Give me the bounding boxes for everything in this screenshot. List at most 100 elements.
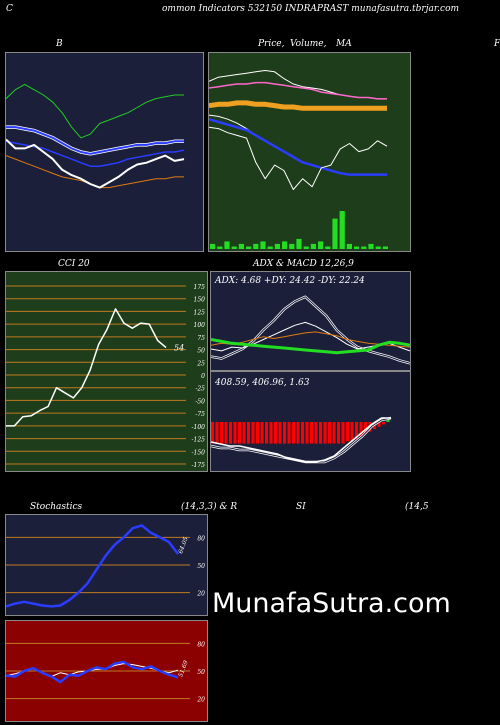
adx-readout: ADX: 4.68 +DY: 24.42 -DY: 22.24 <box>214 276 365 286</box>
volume-bar <box>217 246 223 249</box>
macd-histogram-bar <box>305 422 309 444</box>
adx-chart: ADX: 4.68 +DY: 24.42 -DY: 22.24 <box>211 276 410 365</box>
macd-histogram-bar <box>238 422 242 444</box>
macd-histogram-bar <box>301 422 305 444</box>
rsi-title: SI <box>296 502 306 512</box>
cci-tick-label: 150 <box>194 297 206 304</box>
cci-line <box>6 308 167 427</box>
price-title: Price, <box>258 39 285 49</box>
macd-histogram-bar <box>251 422 255 444</box>
volume-bar <box>289 243 295 249</box>
macd-histogram-bar <box>256 422 260 444</box>
macd-histogram-bar <box>220 422 224 444</box>
volume-bar <box>375 246 381 249</box>
cci-tick-label: -150 <box>192 449 206 456</box>
cci-tick-label: -25 <box>195 386 205 393</box>
macd-histogram-bar <box>278 422 282 444</box>
macd-histogram-bar <box>283 422 287 444</box>
macd-histogram-bar <box>265 422 269 444</box>
cci-tick-label: 75 <box>197 335 205 342</box>
volume-bar <box>238 243 244 249</box>
bollinger-panel <box>5 52 204 252</box>
volume-bar <box>274 243 280 249</box>
macd-histogram-bar <box>247 422 251 444</box>
stoch-tick-label: 80 <box>197 535 205 542</box>
macd-histogram-bar <box>296 422 300 444</box>
stoch-title: Stochastics <box>30 502 83 512</box>
adx-signal-line <box>211 338 410 355</box>
volume-bar <box>346 243 352 249</box>
volume-bar <box>361 246 367 249</box>
rsi-tick-label: 20 <box>196 697 205 704</box>
ma-line-4 <box>209 114 387 176</box>
macd-chart: 408.59, 406.96, 1.63 <box>211 378 392 464</box>
cci-tick-label: 0 <box>201 373 205 380</box>
volume-bar <box>339 211 345 249</box>
macd-histogram-bar <box>332 422 336 444</box>
macd-histogram-bar <box>292 422 296 444</box>
header-center: ommon Indicators 532150 INDRAPRAST munaf… <box>162 4 460 14</box>
volume-bar <box>246 246 252 249</box>
macd-histogram-bar <box>328 422 332 444</box>
stochastics-chart: 80 50 20 64.05 <box>6 524 205 608</box>
rsi-tick-label: 80 <box>197 641 205 648</box>
macd-histogram-bar <box>215 422 219 444</box>
adx-minus-di-line <box>211 331 410 348</box>
price-overlap-title: Volume, <box>290 39 327 49</box>
cci-tick-label: 175 <box>194 284 206 291</box>
volume-bar <box>267 246 273 249</box>
volume-bar <box>253 243 259 249</box>
cci-tick-label: -100 <box>192 424 206 431</box>
right-cut-title: F <box>494 39 500 49</box>
cci-chart: 175 150 125 100 75 50 25 0 -25 -50 -75 -100 -125 -150… <box>6 284 206 469</box>
rsi-main-line <box>6 660 179 684</box>
macd-histogram-bar <box>377 422 381 427</box>
macd-histogram-bar <box>310 422 314 444</box>
macd-histogram-bar <box>319 422 323 444</box>
macd-histogram-bar <box>355 422 359 439</box>
volume-bar <box>231 246 237 249</box>
cci-tick-label: 100 <box>194 322 206 329</box>
macd-histogram-bar <box>364 422 368 434</box>
ma-title: MA <box>336 39 352 49</box>
stoch-panel: 80 50 20 64.05 <box>5 514 208 616</box>
rsi-panel: 80 50 20 51.69 <box>5 620 208 722</box>
watermark: MunafaSutra.com <box>212 588 451 619</box>
adx-line-outline <box>211 295 410 365</box>
macd-histogram-bar <box>314 422 318 444</box>
macd-histogram-bar <box>211 422 215 444</box>
rsi-params: (14,5 <box>405 502 429 512</box>
macd-histogram-bar <box>224 422 228 444</box>
volume-bar <box>296 238 302 249</box>
volume-bar <box>332 218 338 249</box>
stoch-main-line <box>6 524 179 608</box>
bb-title: B <box>56 39 63 49</box>
bb-upper-band <box>6 83 184 139</box>
price-panel <box>208 52 411 252</box>
bb-middle-band <box>6 126 184 155</box>
bb-lower-band <box>6 155 184 189</box>
volume-bar <box>224 241 230 249</box>
cci-tick-label: 125 <box>194 309 206 316</box>
header-left: C <box>6 4 13 14</box>
cci-title: CCI 20 <box>58 259 90 269</box>
bollinger-chart <box>6 83 185 189</box>
macd-histogram-bar <box>359 422 363 437</box>
ma-line-2 <box>209 81 387 100</box>
rsi-last-value: 51.69 <box>177 659 190 678</box>
volume-bar <box>303 246 309 249</box>
cci-panel: 175 150 125 100 75 50 25 0 -25 -50 -75 -100 -125 -150… <box>5 271 208 472</box>
cci-tick-label: 25 <box>196 360 205 367</box>
adx-macd-title: ADX & MACD 12,26,9 <box>253 259 354 269</box>
macd-histogram-bar <box>346 422 350 442</box>
stoch-last-value: 64.05 <box>177 536 190 555</box>
price-volume-chart <box>209 70 388 249</box>
stoch-tick-label: 50 <box>197 563 205 570</box>
macd-histogram-bar <box>337 422 341 444</box>
cci-tick-label: -50 <box>195 398 205 405</box>
macd-panel: 408.59, 406.96, 1.63 <box>210 371 411 472</box>
macd-histogram-bar <box>386 419 390 422</box>
adx-panel: ADX: 4.68 +DY: 24.42 -DY: 22.24 <box>210 271 411 371</box>
cci-last-value: 54 <box>174 344 184 353</box>
bb-price-line <box>6 138 185 189</box>
